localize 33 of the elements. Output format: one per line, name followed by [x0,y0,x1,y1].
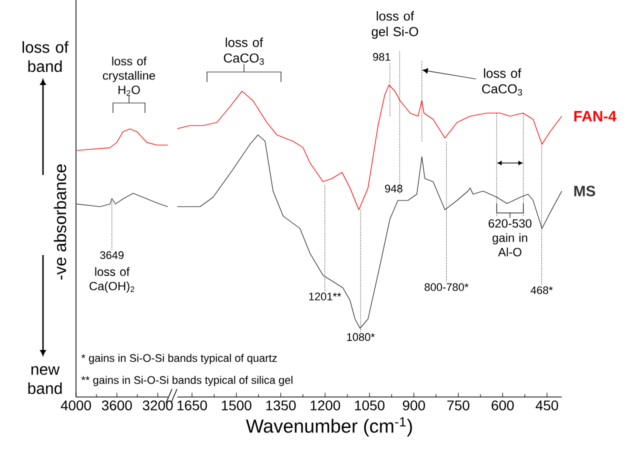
text: loss of band [22,41,68,72]
x-tick-label: 4000 [60,400,91,410]
annotation: ** gains in Si-O-Si bands typical of silica gel [81,376,292,386]
x-tick-label: 600 [492,400,514,410]
x-tick-label: 1200 [310,400,340,410]
annotation: 800-780* [424,283,468,292]
series-label: MS [574,186,596,196]
x-tick-label: 1500 [222,400,252,410]
text: 981 [373,53,390,61]
x-tick-label: 450 [536,400,558,410]
y-axis-title: -ve absorbance [54,164,66,280]
x-tick-label: 3600 [102,400,132,410]
text: loss of CaCO$_{3}$ [224,38,264,65]
x-tick-label: 3200 [142,400,173,410]
x-tick-label: 1650 [178,400,207,410]
x-axis-title: Wavenumber (cm$^{-1}$) [246,417,412,437]
x-tick-label: 900 [402,400,425,410]
series-label: FAN-4 [574,111,616,122]
annotation: * gains in Si-O-Si bands typical of quartz [81,354,277,364]
x-tick-label: 1350 [266,400,296,410]
annotation: 620-530 gain in Al-O [488,219,532,256]
annotation: loss of Ca(OH)$_{2}$ [90,267,134,293]
annotation: loss of CaCO$_{3}$ [482,68,522,96]
annotation: 948 [385,184,402,192]
annotation: 3649 [100,251,124,260]
annotation: 468* [530,286,553,294]
x-tick-label: 1050 [355,400,384,410]
annotation: 1080* [347,333,375,341]
text: loss of crystalline H$_{2}$O [102,56,156,96]
x-tick-label: 750 [447,400,470,410]
text: loss of gel Si-O [372,11,418,39]
text: new band [28,366,62,394]
annotation: 1201** [309,292,342,300]
